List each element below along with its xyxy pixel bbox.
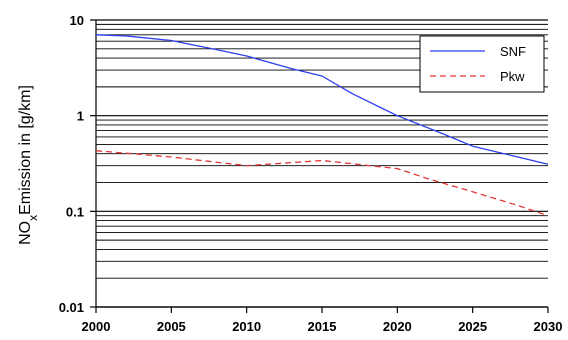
x-tick-labels: 2000 2005 2010 2015 2020 2025 2030 — [82, 307, 563, 334]
y-axis-label: NOxEmission in [g/km] — [17, 85, 40, 245]
legend-box — [419, 35, 545, 93]
y-tick-label: 10 — [70, 13, 84, 28]
x-tick-label: 2020 — [383, 319, 412, 334]
y-tick-label: 1 — [77, 109, 84, 124]
legend: SNF Pkw — [419, 35, 545, 93]
x-tick-label: 2025 — [458, 319, 487, 334]
legend-label-snf: SNF — [500, 44, 526, 59]
series-line-snf — [95, 34, 549, 165]
y-tick-label: 0.1 — [66, 204, 84, 219]
y-axis-label-main: NO — [17, 221, 34, 245]
y-axis-label-subscript: x — [26, 215, 40, 221]
series-lines — [95, 34, 549, 217]
legend-label-pkw: Pkw — [500, 69, 525, 84]
x-tick-label: 2010 — [232, 319, 261, 334]
y-tick-labels: 10 1 0.1 0.01 — [59, 13, 96, 315]
x-tick-label: 2000 — [82, 319, 111, 334]
y-tick-label: 0.01 — [59, 300, 84, 315]
x-tick-label: 2030 — [534, 319, 563, 334]
y-axis-label-rest: Emission in [g/km] — [17, 85, 34, 215]
series-line-pkw — [95, 150, 549, 217]
x-tick-label: 2005 — [157, 319, 186, 334]
x-tick-label: 2015 — [308, 319, 337, 334]
